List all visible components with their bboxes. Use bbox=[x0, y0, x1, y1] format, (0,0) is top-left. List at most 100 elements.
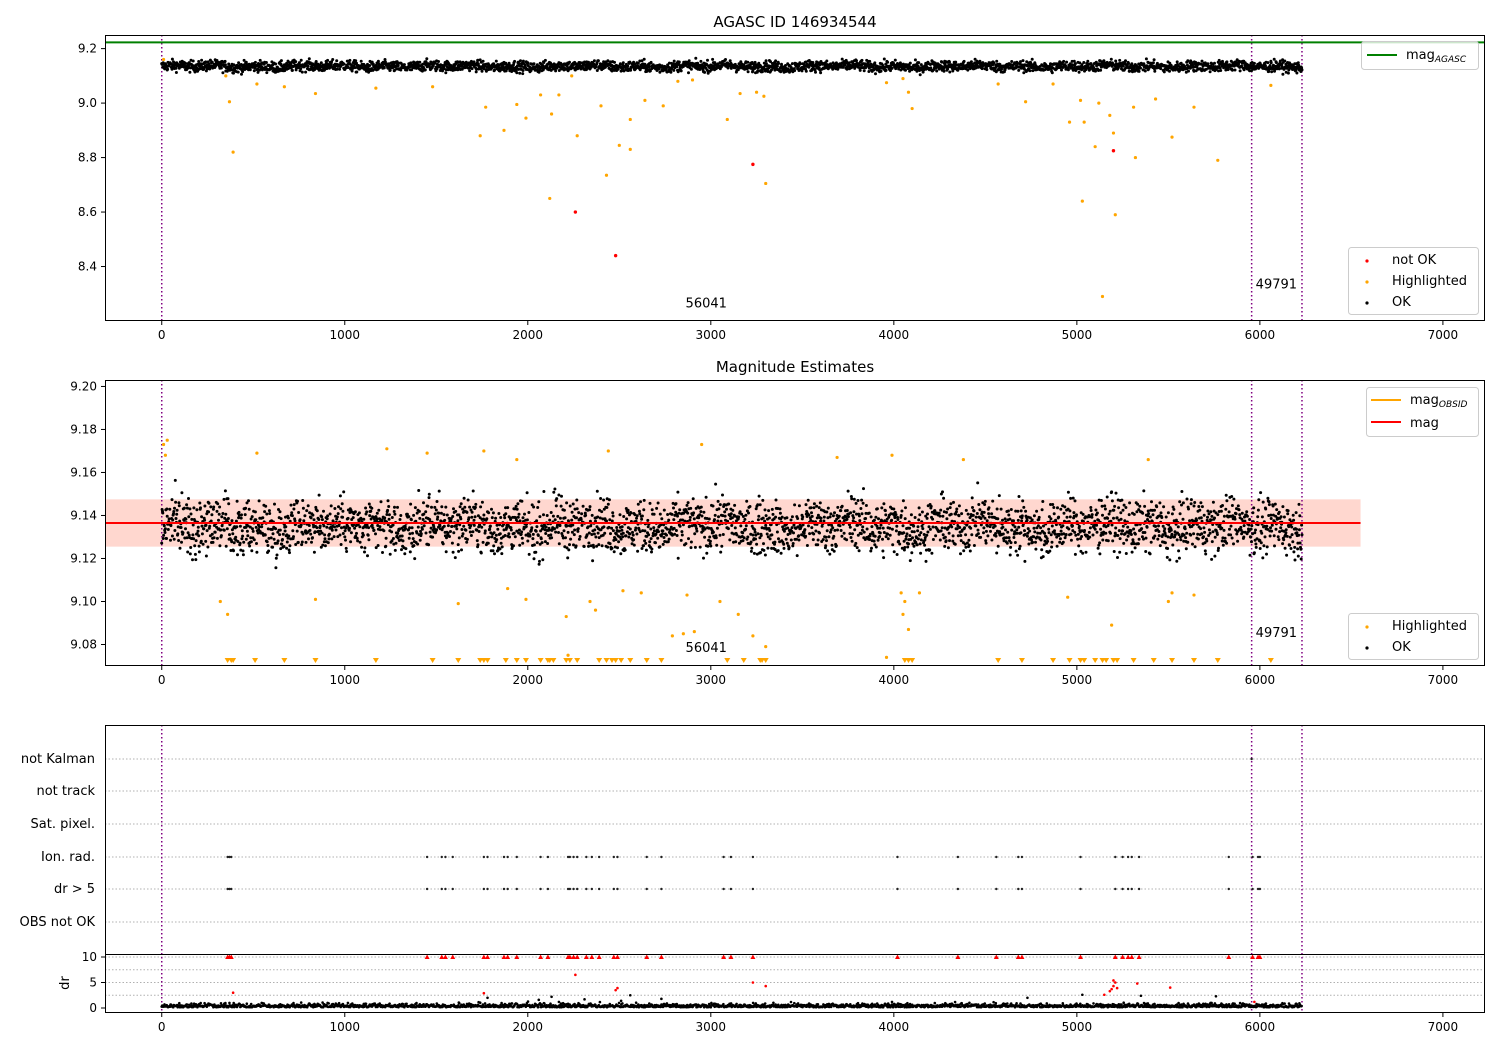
ok-point bbox=[1137, 69, 1141, 73]
ok-point bbox=[193, 552, 197, 556]
highlighted-point bbox=[313, 91, 318, 96]
ok-point bbox=[884, 68, 888, 72]
ok-point bbox=[320, 518, 324, 522]
ok-point bbox=[470, 67, 474, 71]
y-tick-label: 9.0 bbox=[78, 96, 97, 110]
ok-point bbox=[492, 531, 496, 535]
ok-point bbox=[204, 60, 208, 64]
ok-point bbox=[241, 70, 245, 74]
ok-point bbox=[175, 512, 179, 516]
not-ok-point bbox=[573, 210, 578, 214]
ok-point bbox=[267, 509, 271, 513]
ok-point bbox=[666, 540, 670, 544]
ok-point bbox=[759, 551, 763, 554]
ok-point bbox=[592, 59, 596, 63]
ok-point bbox=[514, 504, 518, 508]
ok-point bbox=[412, 513, 416, 517]
x-tick-label: 1000 bbox=[329, 328, 360, 342]
ok-point bbox=[196, 529, 200, 533]
ok-point bbox=[621, 61, 625, 65]
ok-point bbox=[596, 515, 600, 519]
ok-point bbox=[753, 528, 757, 532]
ok-point bbox=[520, 530, 524, 534]
ok-point bbox=[498, 532, 502, 536]
ok-point bbox=[235, 499, 239, 503]
ok-point bbox=[197, 544, 201, 548]
ok-point bbox=[702, 556, 705, 560]
ok-point bbox=[174, 71, 178, 74]
ok-point bbox=[217, 512, 221, 516]
ok-point bbox=[500, 545, 504, 549]
ok-point bbox=[758, 503, 762, 507]
ok-point bbox=[174, 500, 178, 504]
ok-point bbox=[790, 515, 794, 519]
ok-point bbox=[345, 550, 349, 553]
ok-point bbox=[359, 59, 363, 63]
ok-point bbox=[587, 541, 591, 545]
ok-point bbox=[239, 516, 243, 520]
ok-point bbox=[196, 525, 200, 529]
ok-point bbox=[290, 514, 294, 518]
ok-point bbox=[568, 543, 571, 547]
ok-point bbox=[558, 516, 562, 520]
ok-point bbox=[650, 550, 653, 554]
ok-point bbox=[294, 60, 298, 64]
ok-point bbox=[366, 533, 370, 537]
ok-point bbox=[531, 537, 535, 541]
ok-point bbox=[284, 525, 288, 529]
ok-point bbox=[200, 58, 204, 62]
ok-point bbox=[465, 540, 469, 544]
ok-point bbox=[770, 533, 774, 537]
ok-point bbox=[540, 541, 544, 545]
ok-point bbox=[338, 67, 342, 71]
ok-point bbox=[1082, 61, 1086, 64]
ok-point bbox=[557, 531, 560, 534]
ok-point bbox=[492, 62, 496, 66]
ok-point bbox=[198, 501, 202, 505]
ok-point bbox=[515, 71, 519, 75]
ok-point bbox=[341, 515, 345, 519]
ok-point bbox=[367, 538, 371, 542]
ok-point bbox=[610, 546, 614, 550]
ok-point bbox=[774, 515, 778, 519]
ok-point bbox=[364, 506, 368, 510]
ok-point bbox=[675, 534, 679, 537]
ok-point bbox=[467, 516, 471, 520]
ok-point bbox=[296, 499, 299, 503]
ok-point bbox=[575, 516, 578, 520]
ok-point bbox=[495, 523, 499, 527]
highlighted-point bbox=[628, 147, 632, 151]
ok-point bbox=[487, 535, 491, 539]
ok-point bbox=[757, 514, 761, 518]
ok-point bbox=[204, 554, 208, 558]
ok-point bbox=[639, 500, 642, 504]
ok-point bbox=[656, 536, 660, 540]
ok-point bbox=[348, 526, 351, 530]
ok-point bbox=[369, 509, 373, 513]
ok-point bbox=[642, 508, 646, 512]
ok-point bbox=[718, 533, 722, 537]
ok-point bbox=[904, 68, 907, 72]
ok-point bbox=[322, 509, 325, 513]
ok-point bbox=[868, 59, 872, 63]
ok-point bbox=[162, 533, 166, 537]
highlighted-point bbox=[901, 76, 905, 81]
ok-point bbox=[886, 60, 890, 64]
ok-point bbox=[253, 60, 257, 64]
legend-marker-highlighted bbox=[1365, 280, 1369, 284]
ok-point bbox=[413, 557, 417, 561]
ok-point bbox=[313, 68, 317, 71]
ok-point bbox=[254, 518, 258, 522]
ok-point bbox=[358, 525, 362, 529]
ok-point bbox=[737, 515, 741, 519]
highlighted-point bbox=[548, 196, 552, 201]
ok-point bbox=[300, 540, 304, 544]
ok-point bbox=[297, 511, 301, 514]
ok-point bbox=[365, 510, 369, 514]
ok-point bbox=[307, 537, 310, 541]
ok-point bbox=[241, 534, 245, 538]
ok-point bbox=[689, 506, 693, 510]
ok-point bbox=[488, 524, 492, 528]
ok-point bbox=[470, 515, 474, 519]
ok-point bbox=[519, 59, 522, 63]
